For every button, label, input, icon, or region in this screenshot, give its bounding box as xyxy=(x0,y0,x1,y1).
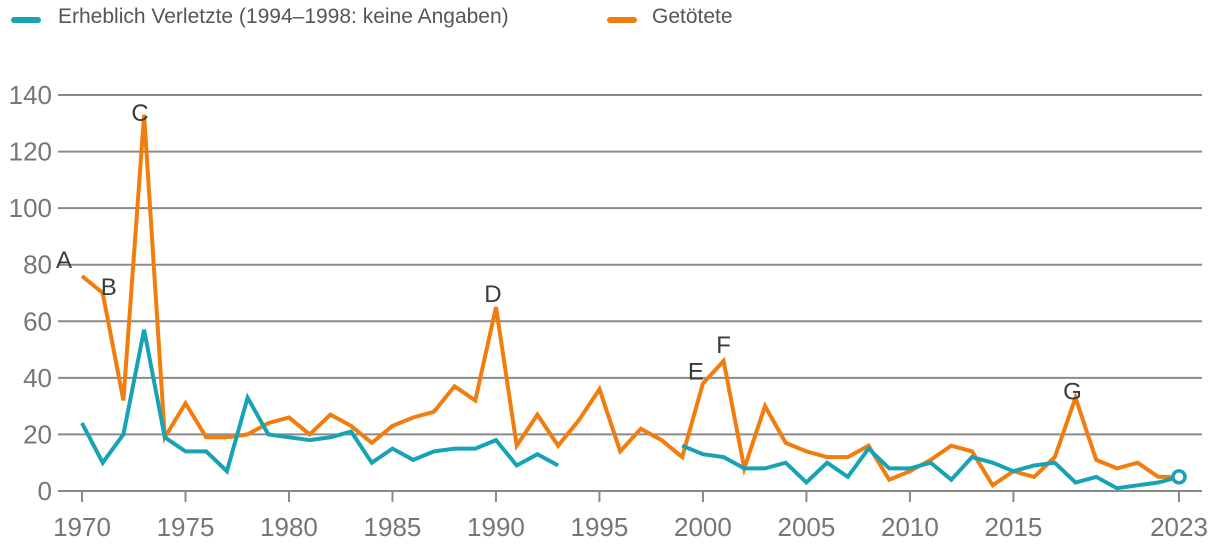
x-axis-label-2005: 2005 xyxy=(778,512,836,542)
legend-item-erheblich-verletzte: Erheblich Verletzte (1994–1998: keine An… xyxy=(11,5,509,28)
annotation-G: G xyxy=(1063,379,1082,406)
legend-swatch-orange-icon xyxy=(607,17,637,23)
y-axis-label-0: 0 xyxy=(38,476,52,506)
legend-label-getoetete: Getötete xyxy=(652,5,733,28)
y-axis-label-80: 80 xyxy=(23,250,52,280)
x-axis-label-1970: 1970 xyxy=(53,512,111,542)
x-axis-label-1985: 1985 xyxy=(364,512,422,542)
y-axis-label-40: 40 xyxy=(23,363,52,393)
legend-label-erheblich-verletzte: Erheblich Verletzte (1994–1998: keine An… xyxy=(58,5,509,28)
annotation-B: B xyxy=(101,274,117,301)
annotation-A: A xyxy=(56,247,72,274)
x-axis-label-2000: 2000 xyxy=(674,512,732,542)
legend: Erheblich Verletzte (1994–1998: keine An… xyxy=(11,5,733,28)
annotation-F: F xyxy=(716,332,731,359)
x-axis-label-1995: 1995 xyxy=(571,512,629,542)
annotation-D: D xyxy=(484,281,501,308)
line-erheblich-verletzte-segment-5[interactable] xyxy=(681,443,1180,491)
series-lines xyxy=(80,114,1187,491)
annotations: A B C D EF G xyxy=(56,100,1082,406)
y-axis-label-60: 60 xyxy=(23,306,52,336)
legend-swatch-teal-icon xyxy=(11,17,41,23)
y-axis-label-140: 140 xyxy=(9,80,52,110)
y-axis-label-120: 120 xyxy=(9,137,52,167)
gridlines xyxy=(58,94,1202,492)
annotation-C: C xyxy=(131,100,148,127)
annotation-E: E xyxy=(688,359,704,386)
y-axis-label-20: 20 xyxy=(23,419,52,449)
line-erheblich-verletzte-segment-0[interactable] xyxy=(80,329,560,475)
x-axis: 1970 1975 1980 1985 1990 1995 2000 2005 2010 2015… xyxy=(53,492,1208,542)
y-axis-labels: 0 20 40 60 80 100 120 140 xyxy=(9,80,52,506)
x-axis-label-2010: 2010 xyxy=(881,512,939,542)
x-axis-label-1975: 1975 xyxy=(157,512,215,542)
x-axis-label-2023: 2023 xyxy=(1150,512,1208,542)
x-axis-label-1980: 1980 xyxy=(260,512,318,542)
line-getoetete-segment-0[interactable] xyxy=(80,114,1179,489)
x-axis-label-1990: 1990 xyxy=(467,512,525,542)
end-marker-erheblich-verletzte[interactable] xyxy=(1171,469,1187,485)
legend-item-getoetete: Getötete xyxy=(607,5,733,28)
x-axis-label-2015: 2015 xyxy=(984,512,1042,542)
y-axis-label-100: 100 xyxy=(9,193,52,223)
